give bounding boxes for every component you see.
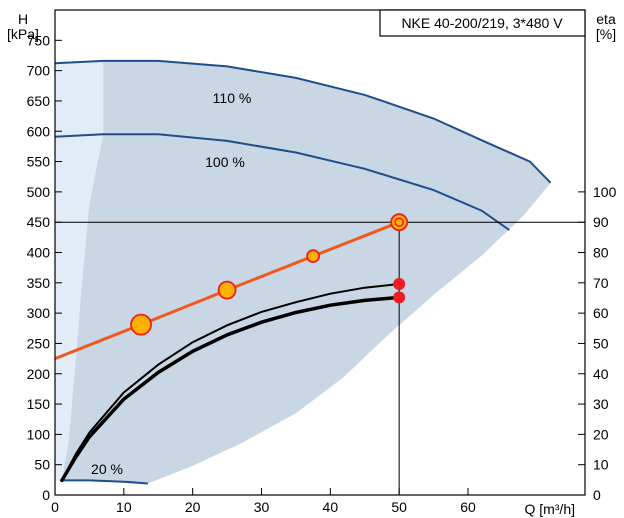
- right-tick-label: 100: [593, 184, 617, 200]
- x-tick-label: 60: [460, 499, 476, 515]
- left-tick-label: 600: [27, 123, 51, 139]
- right-tick-label: 40: [593, 366, 609, 382]
- right-tick-label: 10: [593, 457, 609, 473]
- x-axis-label: Q [m³/h]: [524, 501, 575, 517]
- speed-curve-2: [61, 479, 148, 485]
- title-box: [379, 9, 586, 37]
- speed-curve-label: 110 %: [213, 90, 252, 106]
- right-axis-ticks: 0 10 20 30 40 50 60 70 80 90 100: [578, 184, 617, 503]
- left-tick-label: 0: [42, 487, 50, 503]
- system-curve-marker: [130, 313, 152, 336]
- speed-curve-label: 20 %: [91, 461, 123, 477]
- x-axis-ticks: 0 10 20 30 40 50 60: [51, 488, 476, 515]
- speed-curve-label: 100 %: [205, 154, 245, 170]
- x-tick-label: 50: [391, 499, 407, 515]
- left-tick-label: 500: [27, 184, 51, 200]
- eta-curve-0: [60, 283, 401, 482]
- x-tick-label: 40: [323, 499, 339, 515]
- efficiency-marker: [393, 278, 406, 291]
- x-tick-label: 0: [51, 499, 59, 515]
- eta-curve-1: [60, 295, 401, 483]
- left-tick-label: 250: [27, 335, 51, 351]
- right-tick-label: 50: [593, 335, 609, 351]
- right-tick-label: 0: [593, 487, 601, 503]
- chart-title: NKE 40-200/219, 3*480 V: [401, 15, 563, 31]
- speed-curve-labels: 110 % 100 % 20 %: [91, 90, 251, 477]
- right-tick-label: 30: [593, 396, 609, 412]
- right-axis-unit: [%]: [596, 26, 616, 42]
- right-tick-label: 70: [593, 275, 609, 291]
- system-curve-marker: [217, 280, 237, 300]
- efficiency-marker: [393, 291, 406, 304]
- hatched-low-flow-region: [55, 60, 104, 481]
- left-tick-label: 200: [27, 366, 51, 382]
- x-tick-label: 10: [116, 499, 132, 515]
- right-tick-label: 20: [593, 426, 609, 442]
- duty-point-ring: [394, 217, 404, 227]
- efficiency-curves: [60, 283, 401, 483]
- operating-region: [61, 60, 551, 484]
- left-tick-label: 550: [27, 154, 51, 170]
- speed-curves: [54, 59, 552, 485]
- left-tick-label: 700: [27, 63, 51, 79]
- left-tick-label: 650: [27, 93, 51, 109]
- left-axis-ticks: 0 50 100 150 200 250 300 350 400 450 500 550 600 650 7…: [27, 32, 62, 503]
- left-tick-label: 450: [27, 214, 51, 230]
- system-curve-marker: [390, 213, 409, 232]
- left-tick-label: 350: [27, 275, 51, 291]
- speed-curve-1: [54, 133, 510, 231]
- speed-curve-0: [54, 59, 552, 184]
- right-axis-label: eta: [596, 11, 616, 27]
- left-tick-label: 50: [34, 457, 50, 473]
- right-tick-label: 80: [593, 245, 609, 261]
- system-curve-marker: [306, 249, 321, 264]
- x-tick-label: 20: [185, 499, 201, 515]
- left-axis-label: H: [18, 11, 28, 27]
- curve-markers: [130, 213, 409, 336]
- left-tick-label: 750: [27, 32, 51, 48]
- left-axis-unit: [kPa]: [7, 26, 39, 42]
- right-tick-label: 60: [593, 305, 609, 321]
- left-tick-label: 400: [27, 245, 51, 261]
- duty-point-guide-lines: [55, 221, 585, 495]
- left-tick-label: 300: [27, 305, 51, 321]
- left-tick-label: 150: [27, 396, 51, 412]
- left-tick-label: 100: [27, 426, 51, 442]
- right-tick-label: 90: [593, 214, 609, 230]
- x-tick-label: 30: [254, 499, 270, 515]
